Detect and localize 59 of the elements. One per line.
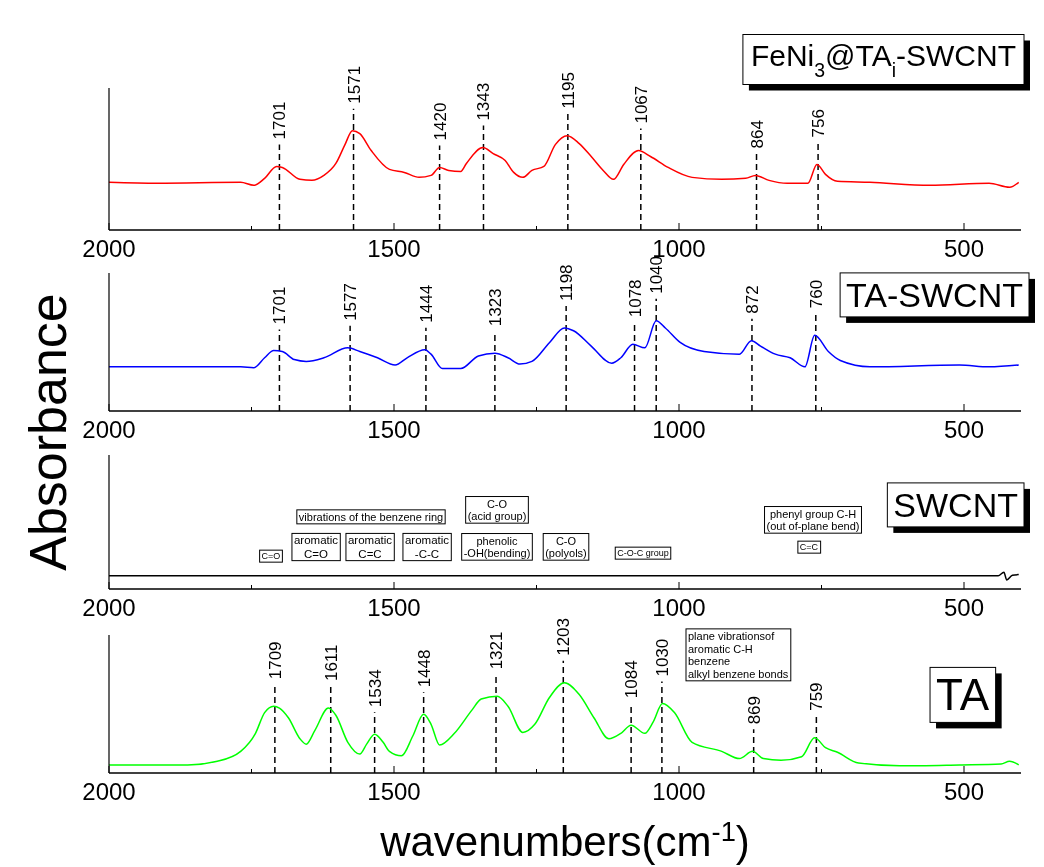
text: aromatic -C-C (404, 534, 450, 560)
text: phenyl group C-H (out of-plane bend) (766, 507, 860, 533)
text: C=C (799, 542, 819, 553)
x-tick-label: 1000 (652, 416, 706, 443)
ref-line-label: 760 (806, 279, 826, 309)
ref-line-label: 1709 (265, 641, 285, 680)
ref-line-label: 864 (747, 120, 767, 149)
x-axis-title: wavenumbers(cm$^{-1}$) (379, 815, 750, 865)
ref-line-label: 1448 (414, 649, 434, 688)
ref-line-label: 1701 (270, 286, 290, 325)
x-tick-label: 2000 (82, 416, 136, 443)
x-tick-label: 1500 (367, 416, 421, 443)
x-tick-label: 1500 (367, 778, 421, 805)
ref-line-label: 869 (744, 695, 764, 725)
ref-line-label: 1067 (631, 85, 651, 124)
ref-line-label: 1203 (554, 617, 574, 656)
x-tick-label: 500 (943, 594, 985, 621)
text: C-O (polyols) (545, 534, 587, 560)
text: vibrations of the benzene ring (298, 510, 444, 523)
ref-line-label: 756 (809, 109, 829, 138)
ref-line-label: 1534 (365, 669, 385, 708)
x-tick-label: 2000 (82, 778, 136, 805)
ref-line-label: 1198 (557, 264, 577, 302)
x-tick-label: 500 (943, 235, 985, 262)
x-tick-label: 2000 (82, 594, 136, 621)
text: aromatic C=C (347, 534, 393, 560)
chart-title: FeNi$_{3}$@TA$_{i}$-SWCNT (750, 38, 1016, 81)
chart-title: TA (936, 670, 990, 720)
x-tick-label: 1000 (652, 778, 706, 805)
ref-line-label: 1444 (416, 284, 436, 323)
ref-line-label: 1084 (622, 660, 642, 699)
text: C-O-C group (617, 548, 669, 559)
text: plane vibrationsof aromatic C-H benzene alkyl benzene bonds (688, 629, 789, 680)
text: phenolic -OH(bending) (463, 534, 531, 560)
chart-title: SWCNT (893, 485, 1018, 524)
x-tick-label: 2000 (82, 235, 136, 262)
text: aromatic C=O (293, 534, 339, 560)
ref-line-label: 1078 (625, 279, 645, 318)
x-tick-label: 1500 (367, 594, 421, 621)
ref-line-label: 1577 (341, 283, 361, 321)
ref-line-label: 872 (742, 285, 762, 314)
x-tick-label: 1000 (652, 594, 706, 621)
x-tick-label: 1500 (367, 235, 421, 262)
ref-line-label: 1343 (474, 82, 494, 121)
text: C=O (261, 551, 281, 562)
ref-line-label: 1195 (558, 72, 578, 109)
text: C-O (acid group) (467, 497, 527, 523)
x-tick-label: 500 (943, 416, 985, 443)
ref-line-label: 759 (807, 682, 827, 711)
ref-line-label: 1030 (652, 638, 672, 677)
ref-line-label: 1701 (270, 101, 290, 140)
chart-title: TA-SWCNT (846, 275, 1023, 314)
ref-line-label: 1323 (485, 288, 505, 327)
x-tick-label: 500 (943, 778, 985, 805)
ref-line-label: 1321 (487, 631, 507, 670)
y-axis-title: Absorbance (19, 293, 77, 571)
ref-line-label: 1571 (344, 65, 364, 104)
ref-line-label: 1611 (321, 644, 341, 682)
ref-line-label: 1420 (430, 102, 450, 141)
